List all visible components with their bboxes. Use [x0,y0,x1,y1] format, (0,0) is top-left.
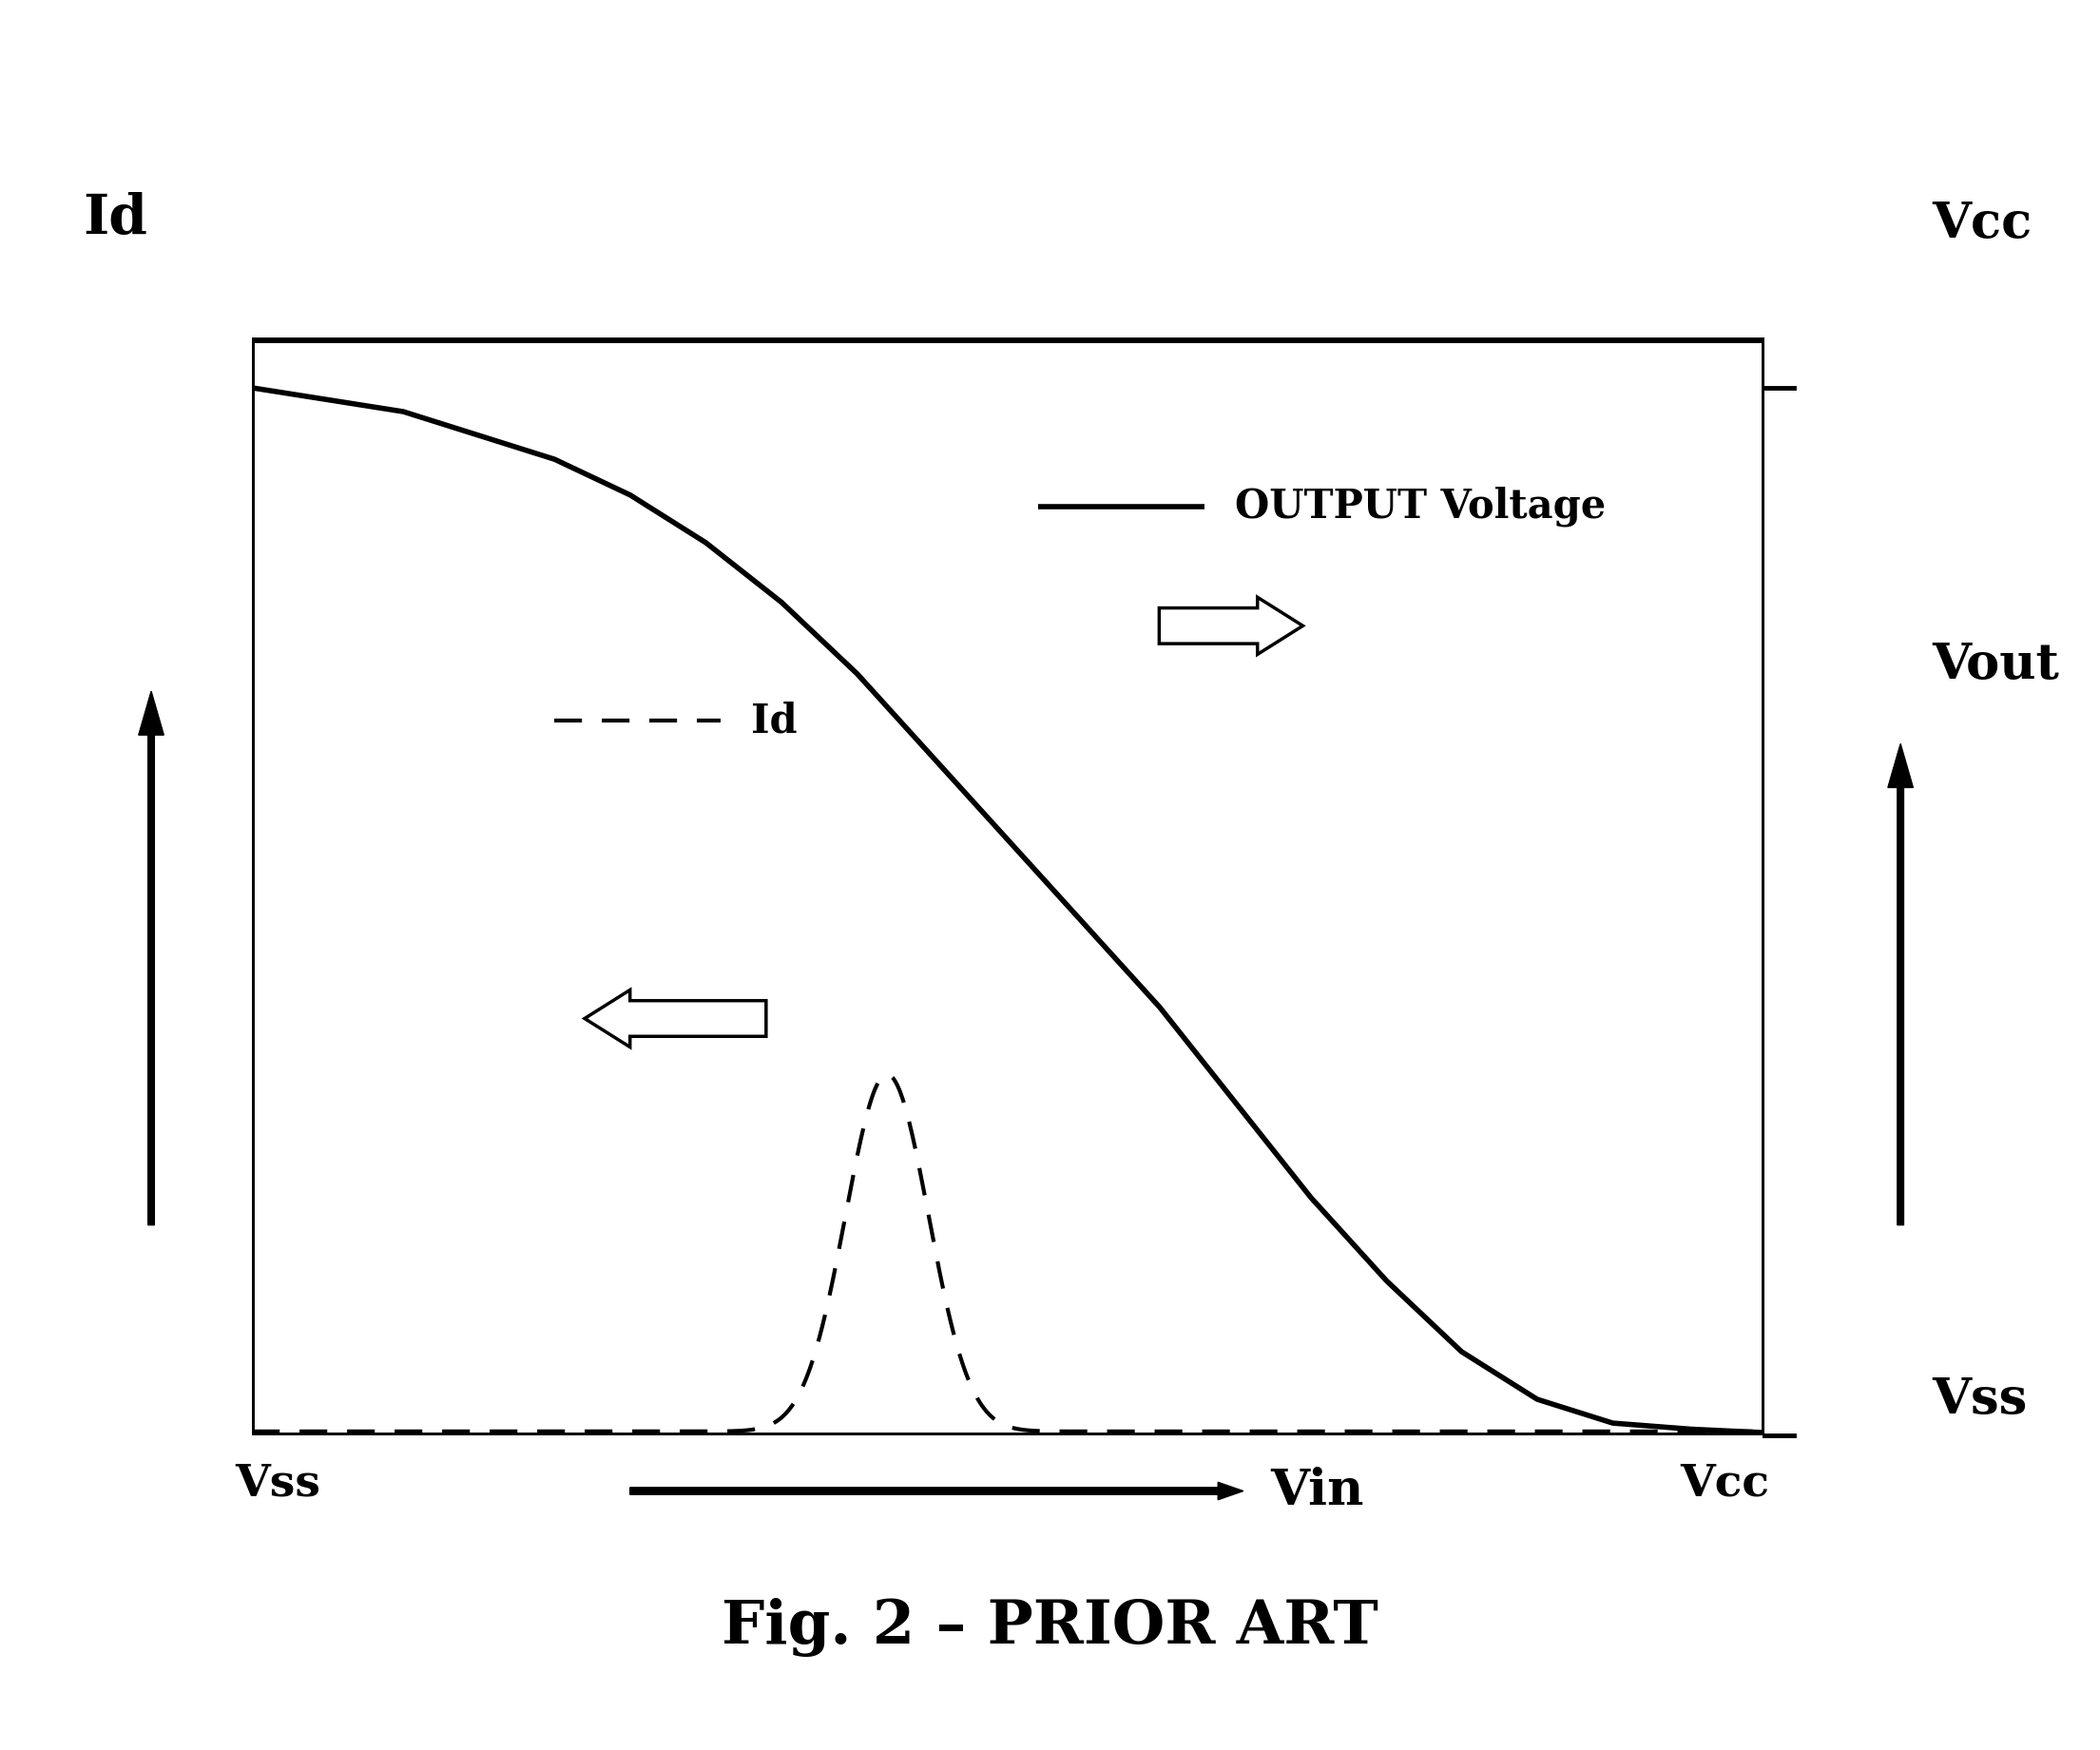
Text: Vin: Vin [1270,1466,1365,1516]
Text: Id: Id [84,192,147,245]
Text: Vcc: Vcc [1932,200,2033,248]
FancyArrow shape [1159,597,1302,654]
Text: OUTPUT Voltage: OUTPUT Voltage [1235,487,1606,527]
Text: Vout: Vout [1932,640,2060,690]
Text: Vcc: Vcc [1680,1461,1770,1505]
Text: Vss: Vss [235,1461,321,1505]
Text: Fig. 2 – PRIOR ART: Fig. 2 – PRIOR ART [722,1598,1378,1657]
Text: Id: Id [752,702,798,740]
FancyArrow shape [584,990,766,1046]
Text: Vss: Vss [1932,1376,2026,1424]
